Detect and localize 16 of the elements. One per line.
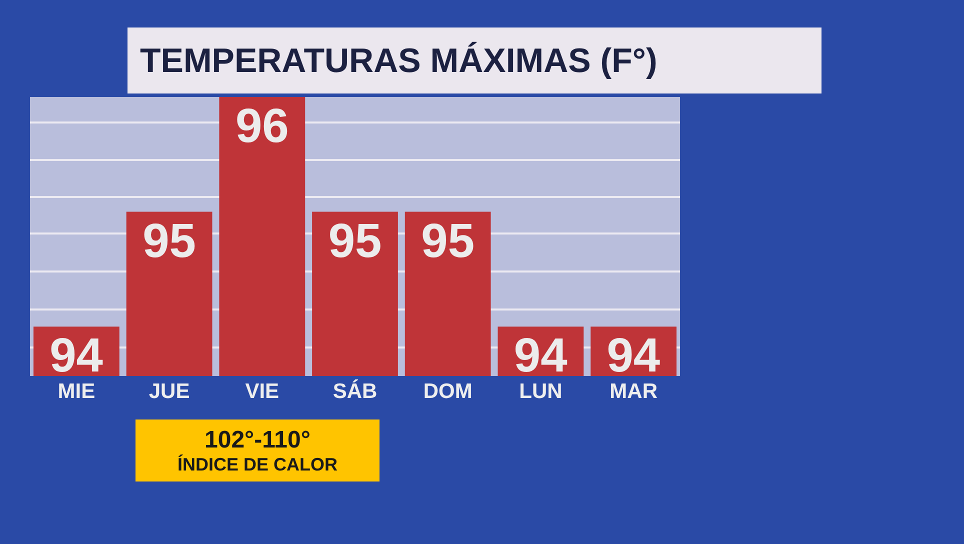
x-tick-label: SÁB	[332, 379, 378, 403]
x-tick-label: LUN	[519, 380, 562, 403]
text: 102°-110° ÍNDICE DE CALOR	[177, 426, 338, 475]
data-label: 94	[50, 330, 104, 383]
x-tick-label: VIE	[245, 380, 280, 403]
data-label: 96	[235, 100, 289, 153]
data-label: 94	[514, 330, 568, 383]
x-tick-label: DOM	[423, 380, 472, 403]
chart-title: TEMPERATURAS MÁXIMAS (F°)	[140, 41, 658, 80]
data-label: 94	[606, 330, 660, 383]
x-tick-label: MAR	[610, 380, 658, 403]
data-label: 95	[421, 214, 475, 268]
data-label: 95	[328, 214, 382, 268]
x-tick-label: MIE	[58, 380, 96, 403]
x-tick-label: JUE	[148, 380, 190, 403]
data-label: 95	[142, 214, 196, 268]
